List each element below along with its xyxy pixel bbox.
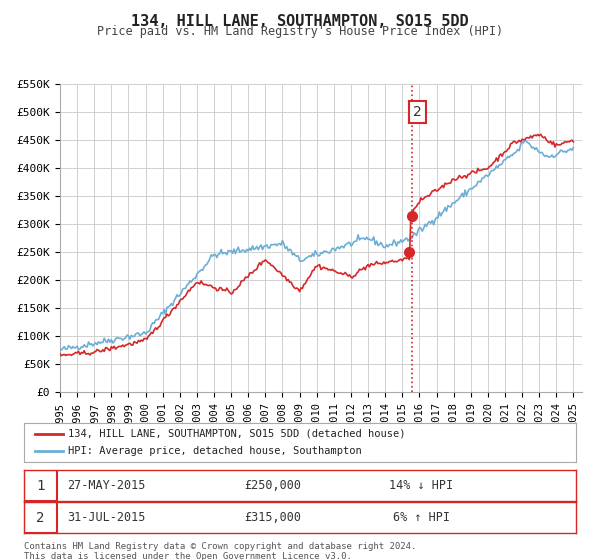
Text: 31-JUL-2015: 31-JUL-2015 bbox=[68, 511, 146, 524]
Text: HPI: Average price, detached house, Southampton: HPI: Average price, detached house, Sout… bbox=[68, 446, 362, 456]
Text: £250,000: £250,000 bbox=[244, 479, 301, 492]
Text: 27-MAY-2015: 27-MAY-2015 bbox=[68, 479, 146, 492]
Text: Contains HM Land Registry data © Crown copyright and database right 2024.
This d: Contains HM Land Registry data © Crown c… bbox=[24, 542, 416, 560]
Text: 2: 2 bbox=[413, 105, 422, 119]
Text: 134, HILL LANE, SOUTHAMPTON, SO15 5DD (detached house): 134, HILL LANE, SOUTHAMPTON, SO15 5DD (d… bbox=[68, 429, 406, 439]
Text: 14% ↓ HPI: 14% ↓ HPI bbox=[389, 479, 454, 492]
Text: 2: 2 bbox=[37, 511, 45, 525]
FancyBboxPatch shape bbox=[24, 502, 57, 533]
Text: Price paid vs. HM Land Registry's House Price Index (HPI): Price paid vs. HM Land Registry's House … bbox=[97, 25, 503, 38]
Text: 6% ↑ HPI: 6% ↑ HPI bbox=[393, 511, 450, 524]
Text: 1: 1 bbox=[37, 479, 45, 493]
Text: 134, HILL LANE, SOUTHAMPTON, SO15 5DD: 134, HILL LANE, SOUTHAMPTON, SO15 5DD bbox=[131, 14, 469, 29]
Text: £315,000: £315,000 bbox=[244, 511, 301, 524]
FancyBboxPatch shape bbox=[24, 470, 57, 501]
